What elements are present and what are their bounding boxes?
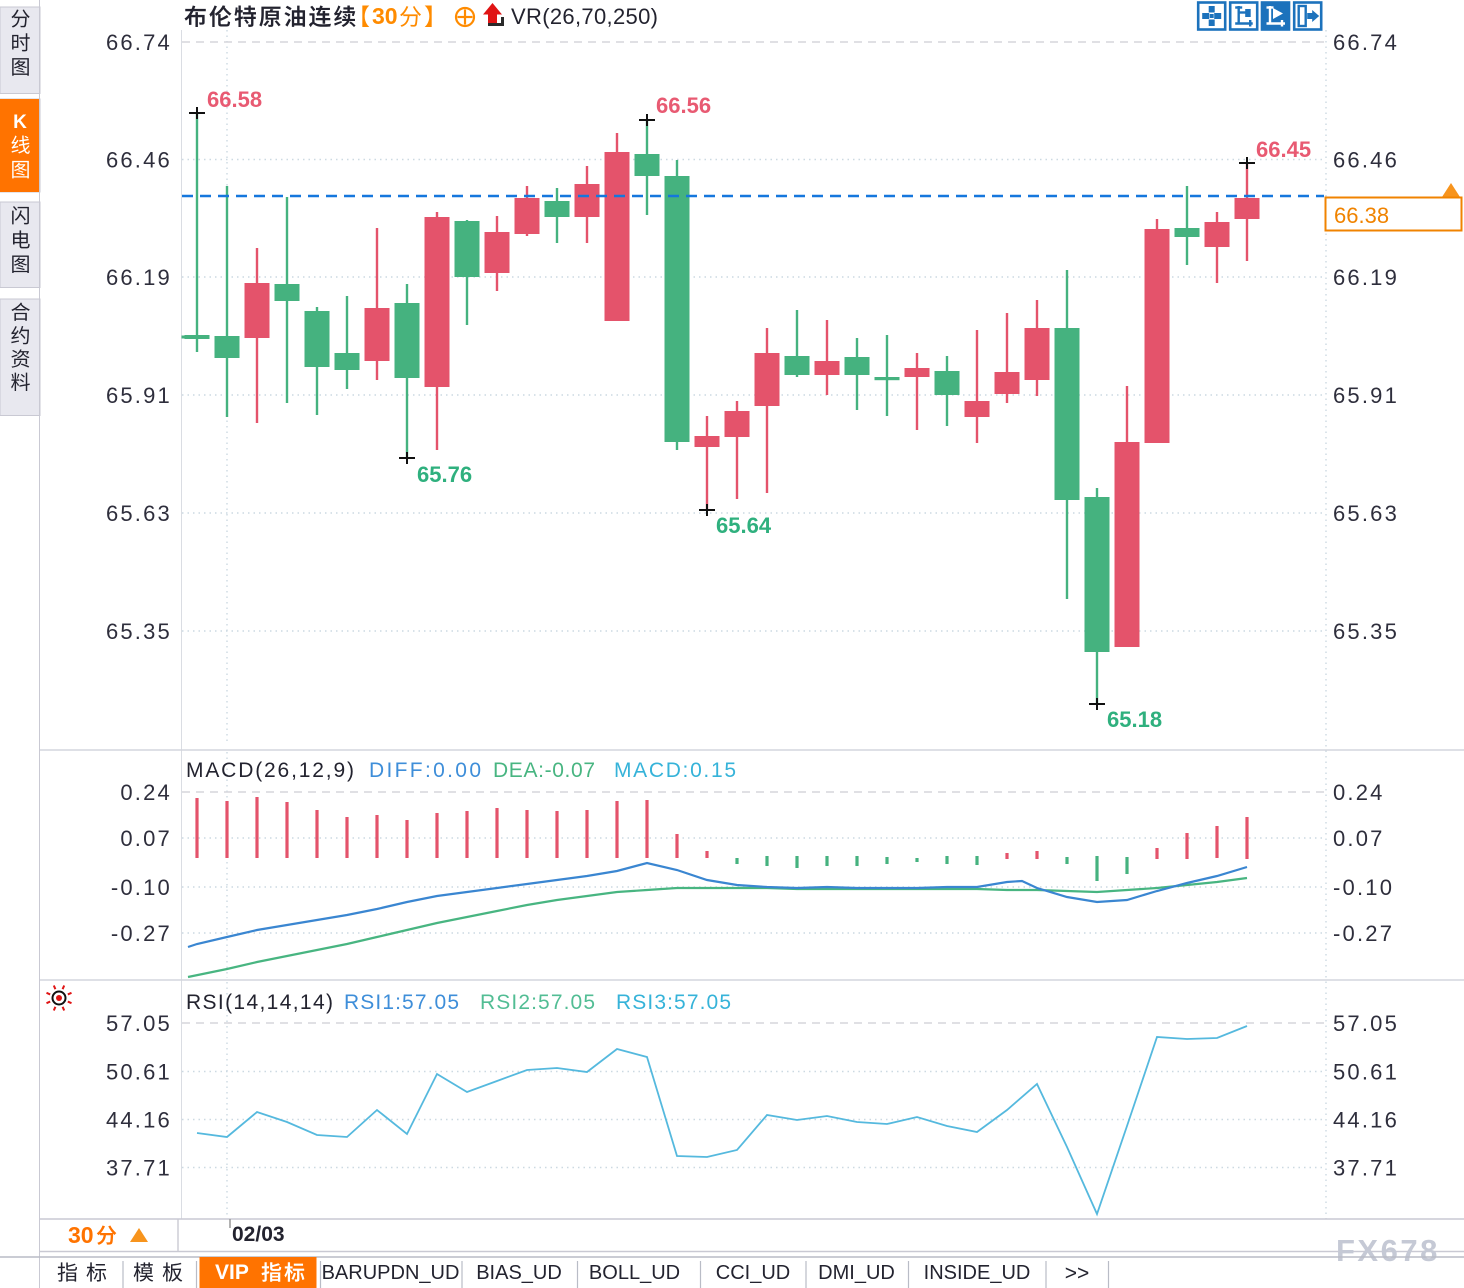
svg-text:-0.10: -0.10 — [111, 875, 172, 900]
svg-text:BARUPDN_UD: BARUPDN_UD — [322, 1262, 460, 1284]
svg-text:65.76: 65.76 — [417, 462, 472, 487]
svg-text:DMI_UD: DMI_UD — [818, 1262, 895, 1284]
svg-text:-0.10: -0.10 — [1333, 875, 1394, 900]
svg-text:BOLL_UD: BOLL_UD — [589, 1262, 680, 1284]
svg-text:0.07: 0.07 — [1333, 826, 1385, 851]
svg-text:VR(26,70,250): VR(26,70,250) — [511, 4, 658, 29]
svg-text:65.63: 65.63 — [1333, 501, 1399, 526]
svg-text:FX678: FX678 — [1336, 1233, 1440, 1268]
svg-text:44.16: 44.16 — [106, 1108, 172, 1133]
svg-text:>>: >> — [1065, 1262, 1090, 1285]
svg-text:66.74: 66.74 — [1333, 30, 1399, 55]
svg-text:MACD:0.15: MACD:0.15 — [614, 759, 736, 782]
svg-text:50.61: 50.61 — [106, 1060, 172, 1085]
svg-text:65.91: 65.91 — [106, 383, 172, 408]
svg-text:RSI(14,14,14): RSI(14,14,14) — [186, 991, 333, 1014]
svg-text:RSI1:57.05: RSI1:57.05 — [344, 991, 459, 1014]
svg-text:0.24: 0.24 — [120, 780, 172, 805]
svg-text:66.58: 66.58 — [207, 87, 262, 112]
svg-text:66.19: 66.19 — [106, 265, 172, 290]
svg-text:66.74: 66.74 — [106, 30, 172, 55]
svg-text:02/03: 02/03 — [232, 1223, 285, 1246]
svg-text:0.07: 0.07 — [120, 826, 172, 851]
svg-text:66.56: 66.56 — [656, 93, 711, 118]
svg-text:-0.27: -0.27 — [1333, 921, 1394, 946]
svg-text:57.05: 57.05 — [1333, 1011, 1399, 1036]
svg-text:VIP: VIP — [215, 1261, 249, 1284]
svg-text:DEA:-0.07: DEA:-0.07 — [493, 759, 595, 782]
svg-text:DIFF:0.00: DIFF:0.00 — [369, 759, 481, 782]
svg-text:66.45: 66.45 — [1256, 137, 1311, 162]
svg-text:37.71: 37.71 — [106, 1156, 172, 1181]
svg-text:30: 30 — [372, 3, 398, 29]
svg-text:BIAS_UD: BIAS_UD — [476, 1262, 562, 1284]
svg-text:INSIDE_UD: INSIDE_UD — [924, 1262, 1031, 1284]
svg-text:65.63: 65.63 — [106, 501, 172, 526]
svg-text:37.71: 37.71 — [1333, 1156, 1399, 1181]
svg-text:-0.27: -0.27 — [111, 921, 172, 946]
svg-text:65.35: 65.35 — [1333, 619, 1399, 644]
svg-text:K: K — [13, 112, 27, 133]
svg-text:65.64: 65.64 — [716, 513, 772, 538]
svg-text:CCI_UD: CCI_UD — [716, 1262, 790, 1284]
svg-text:66.46: 66.46 — [1333, 148, 1399, 173]
svg-text:RSI2:57.05: RSI2:57.05 — [480, 991, 595, 1014]
svg-text:65.35: 65.35 — [106, 619, 172, 644]
svg-text:66.46: 66.46 — [106, 148, 172, 173]
svg-text:0.24: 0.24 — [1333, 780, 1385, 805]
svg-text:RSI3:57.05: RSI3:57.05 — [616, 991, 731, 1014]
svg-text:50.61: 50.61 — [1333, 1060, 1399, 1085]
svg-text:66.38: 66.38 — [1334, 203, 1389, 228]
svg-text:44.16: 44.16 — [1333, 1108, 1399, 1133]
svg-text:65.18: 65.18 — [1107, 707, 1162, 732]
svg-text:57.05: 57.05 — [106, 1011, 172, 1036]
svg-text:MACD(26,12,9): MACD(26,12,9) — [186, 759, 354, 782]
svg-text:66.19: 66.19 — [1333, 265, 1399, 290]
svg-text:30: 30 — [68, 1222, 94, 1248]
svg-text:65.91: 65.91 — [1333, 383, 1399, 408]
